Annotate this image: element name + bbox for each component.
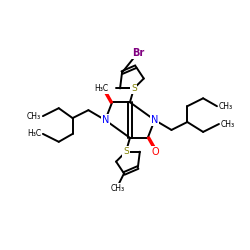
Text: CH₃: CH₃ [221, 120, 235, 128]
Text: N: N [151, 115, 158, 125]
Text: Br: Br [132, 48, 144, 58]
Text: O: O [152, 147, 160, 157]
Text: CH₃: CH₃ [111, 184, 125, 193]
Text: S: S [131, 84, 137, 93]
Text: N: N [102, 115, 109, 125]
Text: S: S [123, 147, 129, 156]
Text: H₃C: H₃C [27, 130, 41, 138]
Text: H₃C: H₃C [94, 84, 108, 93]
Text: CH₃: CH₃ [27, 112, 41, 120]
Text: CH₃: CH₃ [219, 102, 233, 111]
Text: O: O [100, 84, 108, 94]
